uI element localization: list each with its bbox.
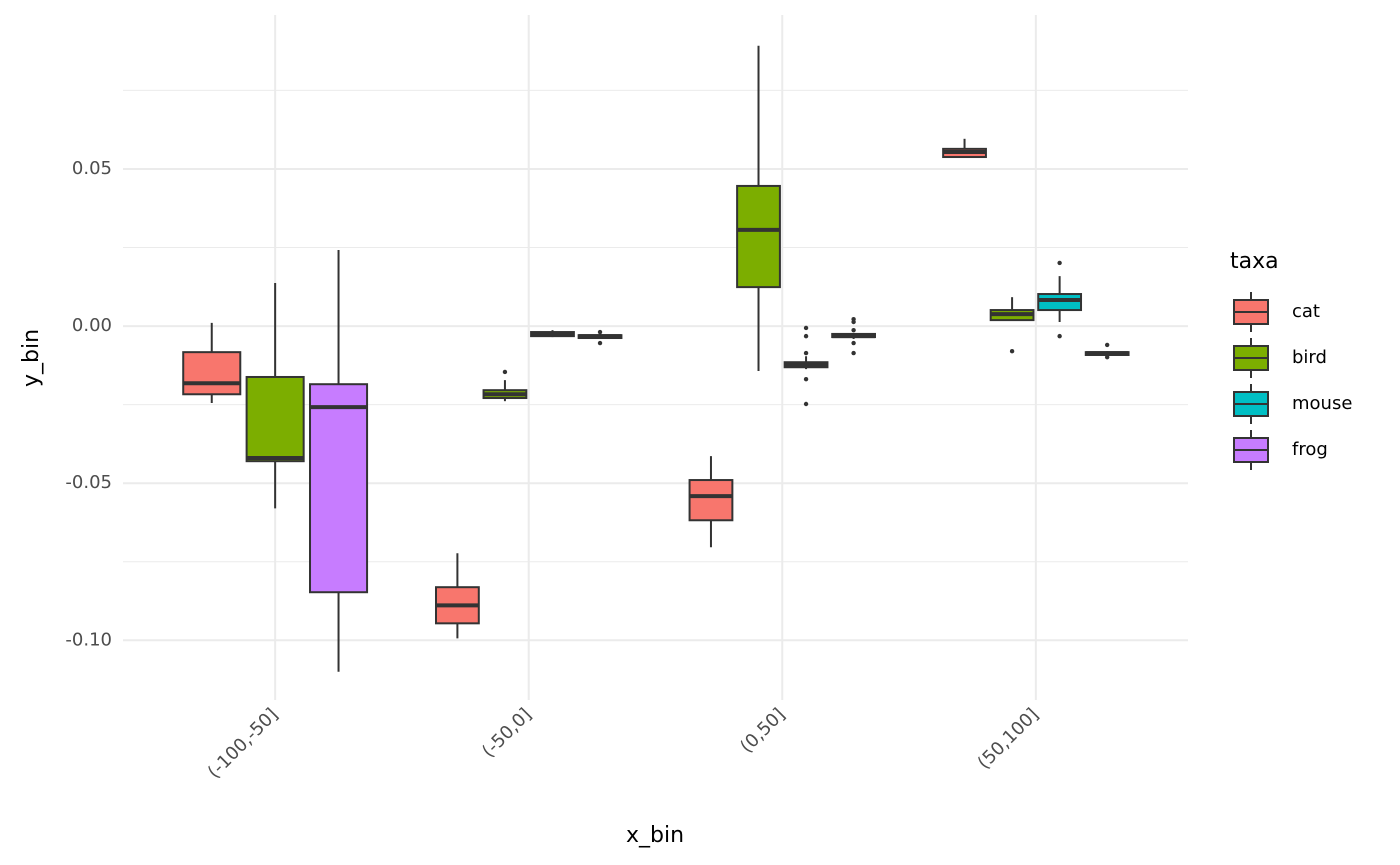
- outlier: [803, 376, 809, 382]
- box: [688, 479, 734, 522]
- outlier: [803, 401, 809, 407]
- y-tick-label: -0.05: [65, 472, 112, 493]
- outlier: [1009, 349, 1015, 354]
- y-axis-title: y_bin: [19, 329, 44, 387]
- y-tick-label: 0.00: [72, 315, 112, 336]
- outlier: [803, 325, 809, 331]
- y-tick-label: -0.10: [65, 629, 112, 650]
- legend-label: bird: [1292, 347, 1327, 368]
- box: [736, 184, 781, 289]
- grid: [123, 15, 1188, 700]
- box: [245, 375, 305, 463]
- outlier: [502, 369, 508, 375]
- box: [1037, 293, 1083, 312]
- outlier: [851, 327, 856, 333]
- box: [182, 351, 242, 396]
- legend-label: mouse: [1292, 393, 1352, 414]
- legend-label: cat: [1292, 301, 1320, 322]
- y-tick-label: 0.05: [72, 158, 112, 179]
- outlier: [803, 333, 809, 339]
- outlier: [1104, 354, 1110, 360]
- legend-label: frog: [1292, 439, 1328, 460]
- x-tick-label: (-100,-50]: [204, 704, 283, 783]
- x-tick-label: (0,50]: [736, 704, 789, 757]
- outlier: [597, 340, 603, 346]
- x-axis-title: x_bin: [626, 823, 684, 848]
- outlier: [851, 350, 856, 356]
- outlier: [803, 350, 809, 356]
- box: [309, 383, 369, 594]
- outlier: [851, 340, 856, 346]
- outlier: [851, 319, 856, 325]
- outlier: [597, 329, 603, 335]
- x-tick-label: (-50,0]: [478, 704, 536, 762]
- outlier: [1057, 260, 1062, 266]
- legend-title: taxa: [1230, 249, 1279, 274]
- x-tick-label: (50,100]: [974, 704, 1043, 773]
- outlier: [1057, 333, 1062, 339]
- outlier: [1104, 342, 1110, 348]
